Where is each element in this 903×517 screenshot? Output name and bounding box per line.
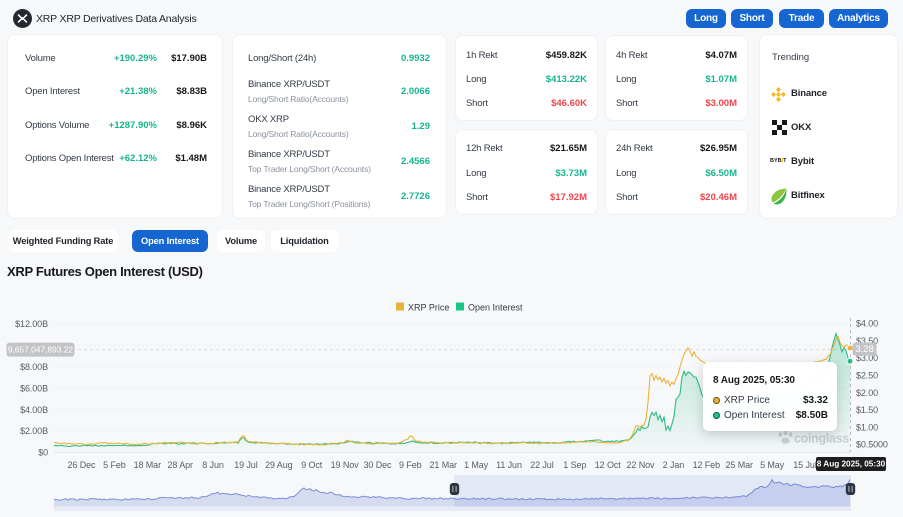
svg-text:26 Dec: 26 Dec [68,460,97,470]
svg-text:$3.50: $3.50 [856,336,878,346]
svg-text:19 Nov: 19 Nov [331,460,360,470]
svg-text:$0: $0 [38,448,48,458]
svg-text:5 May: 5 May [760,460,785,470]
svg-text:18 Mar: 18 Mar [134,460,162,470]
svg-text:Open Interest: Open Interest [468,303,523,313]
svg-text:11 Jun: 11 Jun [496,460,522,470]
svg-text:8 Jun: 8 Jun [202,460,224,470]
svg-text:$2.50: $2.50 [856,371,878,381]
svg-text:coinglass: coinglass [794,432,849,446]
svg-text:22 Jul: 22 Jul [530,460,554,470]
svg-text:$12.00B: $12.00B [15,319,48,329]
svg-text:$8.00B: $8.00B [20,362,48,372]
svg-text:22 Nov: 22 Nov [627,460,656,470]
svg-text:$2.00: $2.00 [856,388,878,398]
svg-text:15 Jul: 15 Jul [793,460,817,470]
svg-text:12 Oct: 12 Oct [595,460,622,470]
svg-text:30 Dec: 30 Dec [364,460,393,470]
svg-text:XRP Price: XRP Price [408,303,449,313]
svg-text:8 Aug 2025, 05:30: 8 Aug 2025, 05:30 [817,460,886,469]
svg-text:9 Oct: 9 Oct [301,460,323,470]
svg-text:19 Jul: 19 Jul [234,460,258,470]
svg-text:1 Sep: 1 Sep [563,460,586,470]
svg-text:21 Mar: 21 Mar [429,460,457,470]
svg-text:3.28: 3.28 [855,344,874,355]
svg-text:$4.00B: $4.00B [20,405,48,415]
svg-text:$6.00B: $6.00B [20,383,48,393]
svg-text:5 Feb: 5 Feb [103,460,126,470]
svg-text:1 May: 1 May [464,460,489,470]
svg-text:28 Apr: 28 Apr [167,460,193,470]
svg-text:$1.00: $1.00 [856,422,878,432]
svg-text:$2.00B: $2.00B [20,426,48,436]
svg-text:25 Mar: 25 Mar [725,460,753,470]
svg-text:2 Jan: 2 Jan [663,460,685,470]
svg-text:9 Feb: 9 Feb [399,460,422,470]
svg-text:$0.5000: $0.5000 [856,440,888,450]
svg-text:$1.50: $1.50 [856,405,878,415]
svg-text:9,657,047,893.22: 9,657,047,893.22 [8,344,74,354]
svg-text:$4.00: $4.00 [856,319,878,329]
svg-text:12 Feb: 12 Feb [693,460,721,470]
svg-text:29 Aug: 29 Aug [265,460,293,470]
svg-text:$3.00: $3.00 [856,353,878,363]
